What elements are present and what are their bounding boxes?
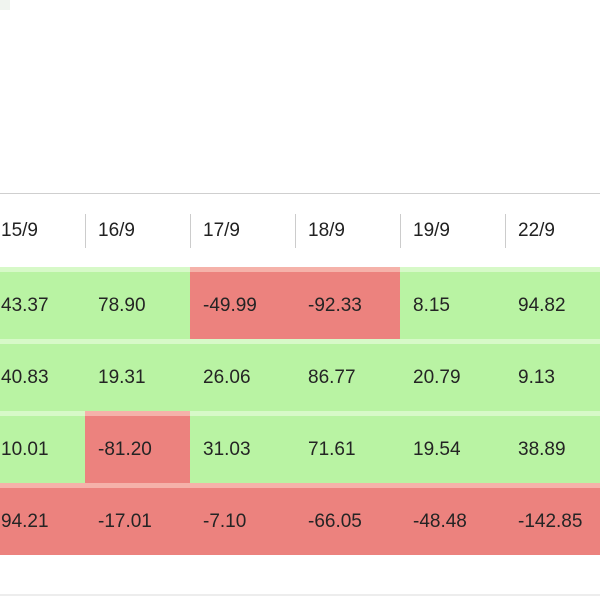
- pnl-cell: 9.13: [505, 339, 600, 411]
- pnl-cell: 94.21: [0, 483, 85, 555]
- column-header-19-9: 19/9: [400, 194, 505, 267]
- table-header-row: 15/9 16/9 17/9 18/9 19/9 22/9: [0, 194, 600, 267]
- pnl-cell: -66.05: [295, 483, 400, 555]
- pnl-cell: 26.06: [190, 339, 295, 411]
- pnl-cell: -49.99: [190, 267, 295, 339]
- pnl-table: 15/9 16/9 17/9 18/9 19/9 22/9 43.37 78.90 -49.9…: [0, 194, 600, 555]
- pnl-cell: 43.37: [0, 267, 85, 339]
- pnl-cell: 20.79: [400, 339, 505, 411]
- table-row: 94.21 -17.01 -7.10 -66.05 -48.48 -142.85: [0, 483, 600, 555]
- pnl-cell: 19.31: [85, 339, 190, 411]
- column-header-22-9: 22/9: [505, 194, 600, 267]
- pnl-cell: -7.10: [190, 483, 295, 555]
- table-row: 10.01 -81.20 31.03 71.61 19.54 38.89: [0, 411, 600, 483]
- pnl-cell: 38.89: [505, 411, 600, 483]
- pnl-cell: 19.54: [400, 411, 505, 483]
- pnl-cell: 78.90: [85, 267, 190, 339]
- pnl-cell: 40.83: [0, 339, 85, 411]
- pnl-cell: -17.01: [85, 483, 190, 555]
- column-header-16-9: 16/9: [85, 194, 190, 267]
- bottom-divider: [0, 594, 600, 596]
- pnl-cell: 94.82: [505, 267, 600, 339]
- pnl-cell: 31.03: [190, 411, 295, 483]
- column-header-15-9: 15/9: [1, 219, 38, 241]
- pnl-cell: -48.48: [400, 483, 505, 555]
- pnl-cell: 10.01: [0, 411, 85, 483]
- column-header-17-9: 17/9: [190, 194, 295, 267]
- column-header-18-9: 18/9: [295, 194, 400, 267]
- pnl-cell: 86.77: [295, 339, 400, 411]
- pnl-cell: -81.20: [85, 411, 190, 483]
- corner-decoration: [0, 0, 10, 10]
- pnl-cell: 8.15: [400, 267, 505, 339]
- pnl-cell: -142.85: [505, 483, 600, 555]
- pnl-cell: 71.61: [295, 411, 400, 483]
- pnl-cell: -92.33: [295, 267, 400, 339]
- table-row: 43.37 78.90 -49.99 -92.33 8.15 94.82: [0, 267, 600, 339]
- table-row: 40.83 19.31 26.06 86.77 20.79 9.13: [0, 339, 600, 411]
- table-body: 43.37 78.90 -49.99 -92.33 8.15 94.82 40.83 19.3…: [0, 267, 600, 555]
